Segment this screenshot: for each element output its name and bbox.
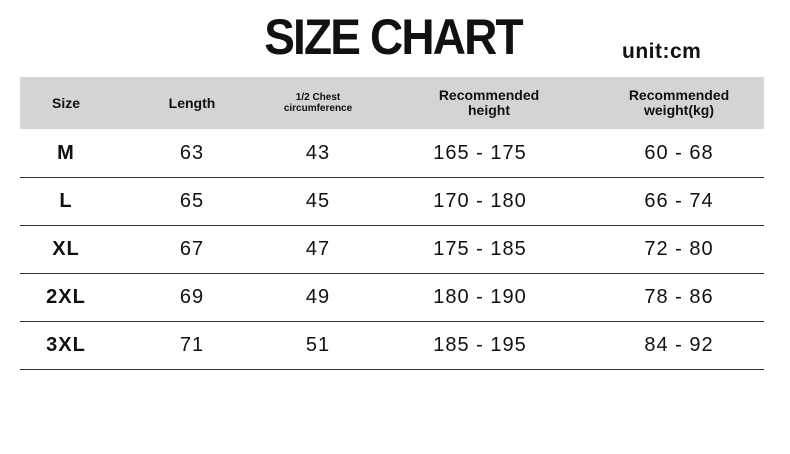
cell-height: 185 - 195 [433,334,527,356]
cell-length: 65 [179,190,205,212]
header-height: Recommended height [438,87,540,118]
table-row: M 63 43 165 - 175 60 - 68 [20,129,764,178]
cell-chest: 49 [305,286,331,308]
header-weight: Recommended weight(kg) [628,87,730,118]
header-size: Size [51,94,81,111]
cell-length: 63 [179,142,205,164]
cell-length: 69 [179,286,205,308]
cell-weight: 84 - 92 [644,334,714,356]
cell-weight: 66 - 74 [644,190,714,212]
unit-label: unit:cm [622,40,702,63]
cell-size: M [57,142,75,164]
cell-length: 67 [179,238,205,260]
table-row: 2XL 69 49 180 - 190 78 - 86 [20,273,764,322]
header-length: Length [168,94,216,111]
table-header: Size Length 1/2 Chest circumference Reco… [20,77,764,129]
cell-size: 3XL [46,334,86,356]
page-title: SIZE CHART [264,9,523,65]
cell-size: 2XL [46,286,86,308]
cell-size: XL [52,238,80,260]
cell-height: 170 - 180 [433,190,527,212]
cell-chest: 51 [305,334,331,356]
table-row: L 65 45 170 - 180 66 - 74 [20,177,764,226]
cell-weight: 78 - 86 [644,286,714,308]
cell-size: L [59,190,73,212]
cell-height: 180 - 190 [433,286,527,308]
table-row: XL 67 47 175 - 185 72 - 80 [20,225,764,274]
cell-height: 165 - 175 [433,142,527,164]
cell-height: 175 - 185 [433,238,527,260]
table-row: 3XL 71 51 185 - 195 84 - 92 [20,321,764,370]
cell-weight: 72 - 80 [644,238,714,260]
header-chest: 1/2 Chest circumference [283,92,353,114]
cell-weight: 60 - 68 [644,142,714,164]
cell-chest: 47 [305,238,331,260]
cell-chest: 43 [305,142,331,164]
cell-chest: 45 [305,190,331,212]
cell-length: 71 [179,334,205,356]
